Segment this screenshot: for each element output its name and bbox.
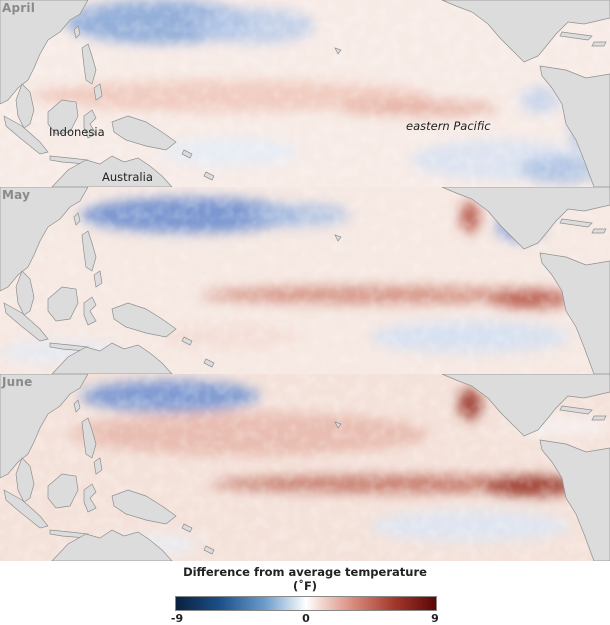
month-label: May bbox=[2, 188, 31, 202]
color-legend: Difference from average temperature (˚F)… bbox=[170, 565, 440, 625]
label-australia: Australia bbox=[102, 170, 153, 184]
legend-mid-label: 0 bbox=[302, 612, 310, 625]
legend-ticks: -9 0 9 bbox=[171, 611, 439, 625]
month-label: April bbox=[2, 1, 36, 15]
month-label: June bbox=[2, 375, 33, 389]
map-panel-april: April Indonesia Australia eastern Pacifi… bbox=[0, 0, 610, 187]
legend-max-label: 9 bbox=[431, 612, 439, 625]
sst-anomaly-map-may bbox=[0, 187, 610, 374]
map-panel-june: June bbox=[0, 374, 610, 561]
legend-title: Difference from average temperature (˚F) bbox=[183, 565, 427, 593]
legend-color-bar bbox=[175, 596, 437, 611]
legend-min-label: -9 bbox=[170, 612, 184, 625]
map-panel-may: May bbox=[0, 187, 610, 374]
sst-anomaly-map-june bbox=[0, 374, 610, 561]
label-eastern-pacific: eastern Pacific bbox=[406, 119, 491, 133]
label-indonesia: Indonesia bbox=[49, 125, 105, 139]
sst-anomaly-map-april bbox=[0, 0, 610, 187]
